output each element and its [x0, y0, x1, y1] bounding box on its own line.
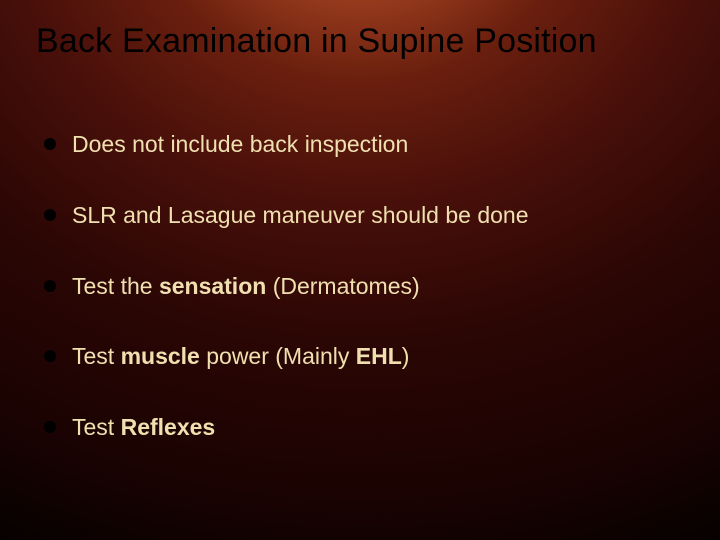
bullet-text: SLR and Lasague maneuver should be done: [72, 201, 529, 230]
bullet-text: Test muscle power (Mainly EHL): [72, 342, 409, 371]
slide-title: Back Examination in Supine Position: [36, 22, 700, 61]
bullet-text: Test the sensation (Dermatomes): [72, 272, 420, 301]
slide-body: Does not include back inspection SLR and …: [44, 130, 680, 484]
bullet-dot-icon: [44, 350, 56, 362]
bullet-item: Test muscle power (Mainly EHL): [44, 342, 680, 371]
bullet-text: Does not include back inspection: [72, 130, 408, 159]
slide-container: Back Examination in Supine Position Does…: [0, 0, 720, 540]
bullet-item: Does not include back inspection: [44, 130, 680, 159]
bullet-dot-icon: [44, 280, 56, 292]
bullet-text: Test Reflexes: [72, 413, 215, 442]
bullet-item: Test Reflexes: [44, 413, 680, 442]
bullet-dot-icon: [44, 138, 56, 150]
bullet-item: Test the sensation (Dermatomes): [44, 272, 680, 301]
bullet-item: SLR and Lasague maneuver should be done: [44, 201, 680, 230]
bullet-dot-icon: [44, 421, 56, 433]
bullet-dot-icon: [44, 209, 56, 221]
